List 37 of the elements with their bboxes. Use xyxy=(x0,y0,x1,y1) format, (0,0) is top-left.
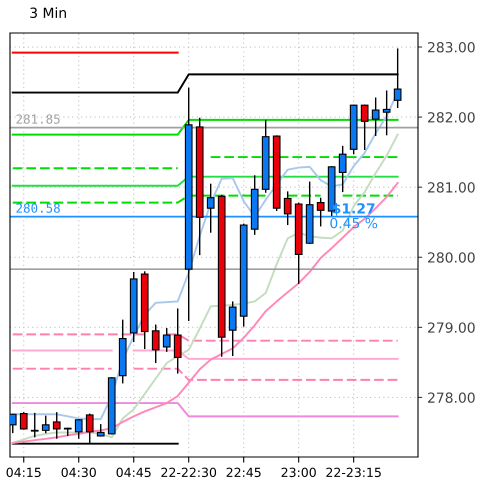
candlestick xyxy=(382,90,391,136)
x-tick-label: 04:15 xyxy=(6,468,41,478)
y-tick-label: 283.00 xyxy=(428,42,475,52)
candlestick xyxy=(64,428,72,436)
candlestick xyxy=(74,419,83,439)
y-tick-label: 280.00 xyxy=(428,252,475,263)
x-tick-label: 04:30 xyxy=(62,468,96,478)
x-tick-label: 23:00 xyxy=(282,468,316,478)
candlestick xyxy=(360,104,369,150)
chart-title: 3 Min xyxy=(30,7,66,18)
x-tick-label: 22-22:30 xyxy=(161,468,216,478)
ref-line-label: 281.85 xyxy=(16,114,60,124)
line-series xyxy=(12,134,399,444)
line-series xyxy=(12,182,399,444)
y-tick-label: 282.00 xyxy=(428,112,475,123)
ref-line-label: 280.58 xyxy=(16,203,60,213)
candlestick xyxy=(174,308,182,374)
candlestick xyxy=(316,198,325,226)
candlestick xyxy=(228,301,237,356)
x-tick-label: 04:45 xyxy=(116,468,151,478)
annotation: $1.27 xyxy=(332,202,375,216)
candlestick xyxy=(206,184,215,233)
candlestick xyxy=(284,191,292,226)
candlestick xyxy=(152,324,160,364)
y-tick-label: 279.00 xyxy=(428,322,475,333)
candlestick xyxy=(162,328,171,352)
candlestick xyxy=(338,146,347,192)
annotation: 0.45 % xyxy=(330,218,378,228)
candlestick xyxy=(96,424,105,437)
y-tick-label: 281.00 xyxy=(428,182,475,193)
candlestick xyxy=(20,412,28,430)
x-tick-label: 22-23:15 xyxy=(326,468,381,478)
candlestick xyxy=(372,97,380,136)
candlestick xyxy=(52,412,61,439)
y-tick-label: 278.00 xyxy=(428,392,475,403)
x-tick-label: 22:45 xyxy=(226,468,261,478)
candlestick xyxy=(42,416,50,434)
